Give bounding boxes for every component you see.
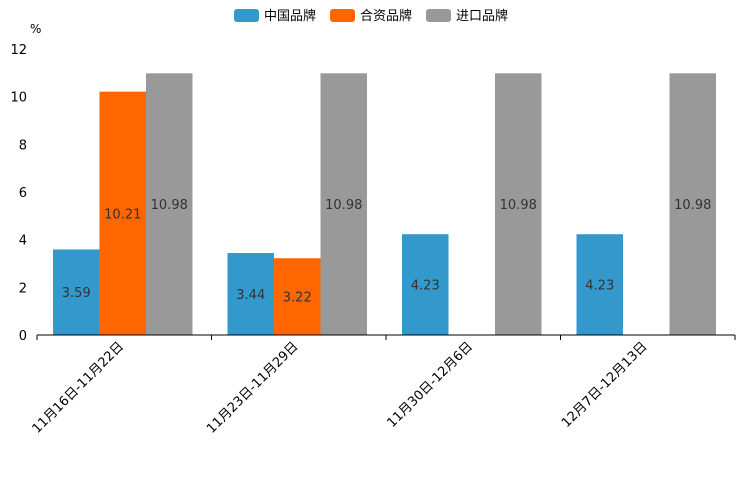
bar[interactable] <box>576 234 624 335</box>
legend-swatch <box>426 9 451 22</box>
legend-item[interactable]: 合资品牌 <box>330 8 412 24</box>
data-label: 4.23 <box>585 279 614 294</box>
x-axis: 11月16日-11月22日 11月23日-11月29日 11月30日-12月6日 12… <box>30 334 736 437</box>
legend-label: 合资品牌 <box>360 8 412 24</box>
y-tick-label: 6 <box>19 186 27 201</box>
bar[interactable] <box>402 234 449 335</box>
legend-label: 中国品牌 <box>264 8 316 24</box>
data-label: 3.59 <box>62 286 91 301</box>
y-tick-label: 0 <box>19 329 27 344</box>
y-tick-label: 4 <box>19 234 27 249</box>
data-label: 4.23 <box>411 279 440 294</box>
data-label: 3.22 <box>283 291 312 306</box>
legend: 中国品牌 合资品牌 进口品牌 <box>234 8 508 24</box>
x-tick-label: 11月16日-11月22日 <box>30 339 127 436</box>
y-tick-label: 10 <box>10 91 27 106</box>
bar[interactable] <box>99 91 147 335</box>
x-tick-label: 11月30日-12月6日 <box>384 339 476 431</box>
legend-swatch <box>330 9 355 22</box>
bar[interactable] <box>274 258 321 335</box>
data-label: 10.21 <box>104 207 141 222</box>
bars: 3.59 10.21 10.98 3.44 3.22 10.98 4.23 10.98 4.23… <box>53 73 716 335</box>
legend-item[interactable]: 中国品牌 <box>234 8 316 24</box>
data-label: 10.98 <box>674 198 711 213</box>
bar[interactable] <box>320 73 368 335</box>
data-label: 10.98 <box>500 198 537 213</box>
data-label: 3.44 <box>236 288 265 303</box>
x-tick-label: 12月7日-12月13日 <box>559 339 651 431</box>
y-axis: 0 2 4 6 8 10 12 <box>10 43 27 344</box>
bar[interactable] <box>495 73 542 335</box>
y-tick-label: 8 <box>19 138 27 153</box>
y-tick-label: 12 <box>10 43 27 58</box>
data-label: 10.98 <box>151 198 188 213</box>
bar[interactable] <box>227 253 275 335</box>
bar[interactable] <box>669 73 717 335</box>
data-label: 10.98 <box>325 198 362 213</box>
legend-swatch <box>234 9 259 22</box>
legend-item[interactable]: 进口品牌 <box>426 8 508 24</box>
bar[interactable] <box>53 249 100 335</box>
x-tick-label: 11月23日-11月29日 <box>204 339 301 436</box>
bar[interactable] <box>146 73 193 335</box>
y-tick-label: 2 <box>19 281 27 296</box>
y-axis-unit-label: % <box>30 22 41 36</box>
legend-label: 进口品牌 <box>456 8 508 24</box>
